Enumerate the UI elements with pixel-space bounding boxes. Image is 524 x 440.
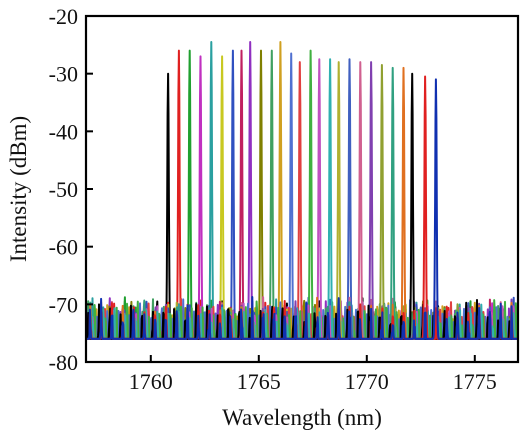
y-tick-label-5: -70 bbox=[49, 292, 78, 317]
y-tick-label-4: -60 bbox=[49, 235, 78, 260]
y-tick-label-2: -40 bbox=[49, 119, 78, 144]
x-axis-title: Wavelength (nm) bbox=[222, 405, 382, 430]
spectrum-series-14 bbox=[86, 61, 518, 340]
y-tick-label-1: -30 bbox=[49, 62, 78, 87]
tick-layer: 1760 1765 1770 1775 -20 -30 -40 -50 -60 -70 -80 bbox=[49, 4, 497, 394]
series-layer bbox=[86, 41, 518, 340]
spectrum-series-27 bbox=[86, 78, 518, 340]
x-tick-label-0: 1760 bbox=[129, 369, 173, 394]
x-tick-label-2: 1770 bbox=[345, 369, 389, 394]
x-tick-label-1: 1765 bbox=[237, 369, 281, 394]
y-tick-label-3: -50 bbox=[49, 177, 78, 202]
y-tick-label-6: -80 bbox=[49, 350, 78, 375]
x-tick-label-3: 1775 bbox=[453, 369, 497, 394]
y-tick-label-0: -20 bbox=[49, 4, 78, 29]
y-axis-title: Intensity (dBm) bbox=[6, 116, 31, 262]
